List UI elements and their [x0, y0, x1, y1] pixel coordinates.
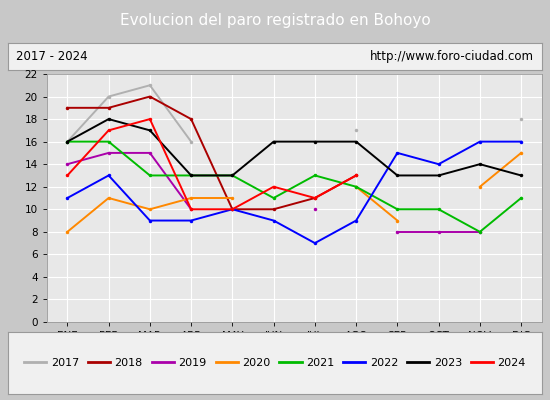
- Text: 2017 - 2024: 2017 - 2024: [16, 50, 88, 63]
- Legend: 2017, 2018, 2019, 2020, 2021, 2022, 2023, 2024: 2017, 2018, 2019, 2020, 2021, 2022, 2023…: [20, 354, 530, 372]
- Text: Evolucion del paro registrado en Bohoyo: Evolucion del paro registrado en Bohoyo: [120, 12, 430, 28]
- Text: http://www.foro-ciudad.com: http://www.foro-ciudad.com: [370, 50, 534, 63]
